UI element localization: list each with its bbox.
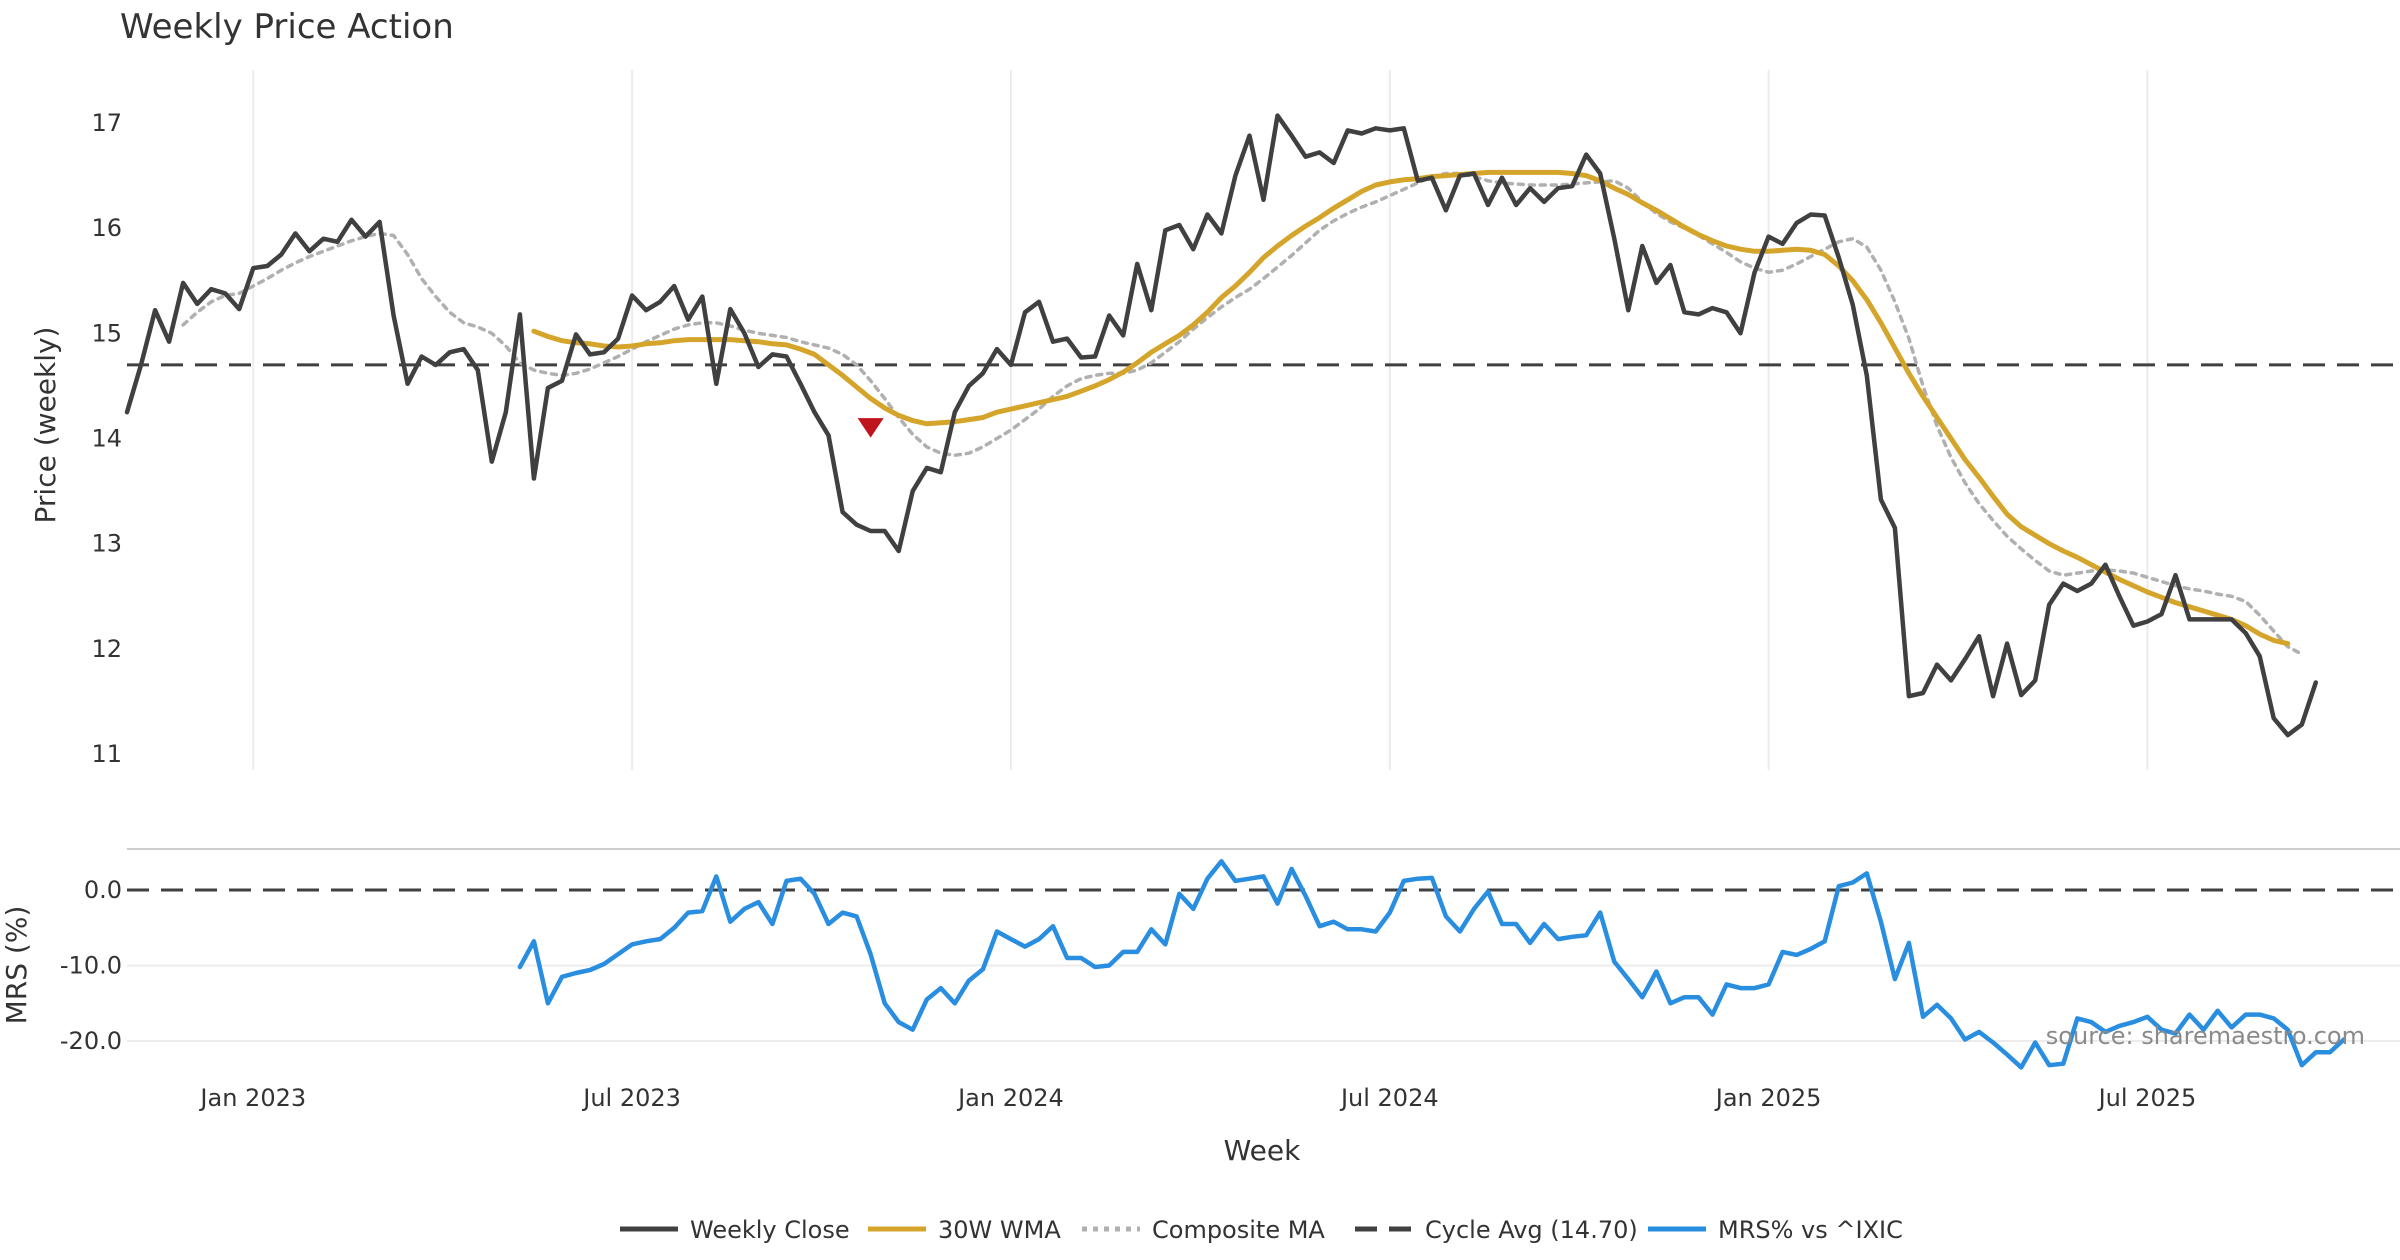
price-axis-title: Price (weekly) <box>29 327 62 524</box>
mrs-tick-label: -20.0 <box>60 1027 122 1055</box>
chart-title: Weekly Price Action <box>120 7 454 47</box>
weekly-close-line <box>124 113 2319 738</box>
mrs-tick-label: -10.0 <box>60 952 122 980</box>
text-layer: Weekly Price Action Price (weekly) MRS (… <box>0 7 2365 1167</box>
price-tick-label: 16 <box>91 214 122 242</box>
x-tick-label: Jul 2024 <box>1339 1084 1439 1112</box>
grid-layer <box>127 70 2400 1042</box>
legend-label: 30W WMA <box>938 1216 1061 1244</box>
legend-label: MRS% vs ^IXIC <box>1718 1216 1903 1244</box>
legend-label: Weekly Close <box>690 1216 850 1244</box>
price-tick-label: 15 <box>91 319 122 347</box>
annotation-layer <box>857 418 884 438</box>
source-label: source: sharemaestro.com <box>2046 1022 2365 1050</box>
mrs-axis-title: MRS (%) <box>0 906 33 1025</box>
legend: Weekly Close 30W WMA Composite MA Cycle Avg… <box>620 1216 1903 1244</box>
x-tick-label: Jan 2023 <box>198 1084 306 1112</box>
wma-30w-line <box>531 169 2291 647</box>
x-tick-label: Jul 2023 <box>581 1084 681 1112</box>
legend-label: Cycle Avg (14.70) <box>1425 1216 1638 1244</box>
composite-ma-line <box>181 171 2304 656</box>
mrs-tick-label: 0.0 <box>84 876 122 904</box>
price-tick-label: 13 <box>91 530 122 558</box>
x-axis-title: Week <box>1224 1134 1301 1167</box>
reference-lines <box>127 363 2400 892</box>
x-tick-label: Jan 2024 <box>956 1084 1064 1112</box>
price-tick-label: 12 <box>91 635 122 663</box>
price-tick-label: 17 <box>91 109 122 137</box>
sell-signal-marker <box>857 418 884 438</box>
price-tick-label: 11 <box>91 740 122 768</box>
x-tick-label: Jan 2025 <box>1714 1084 1822 1112</box>
x-tick-label: Jul 2025 <box>2097 1084 2197 1112</box>
series-layer <box>124 113 2347 1070</box>
mrs-line <box>517 859 2347 1070</box>
legend-label: Composite MA <box>1152 1216 1325 1244</box>
price-tick-label: 14 <box>91 425 122 453</box>
